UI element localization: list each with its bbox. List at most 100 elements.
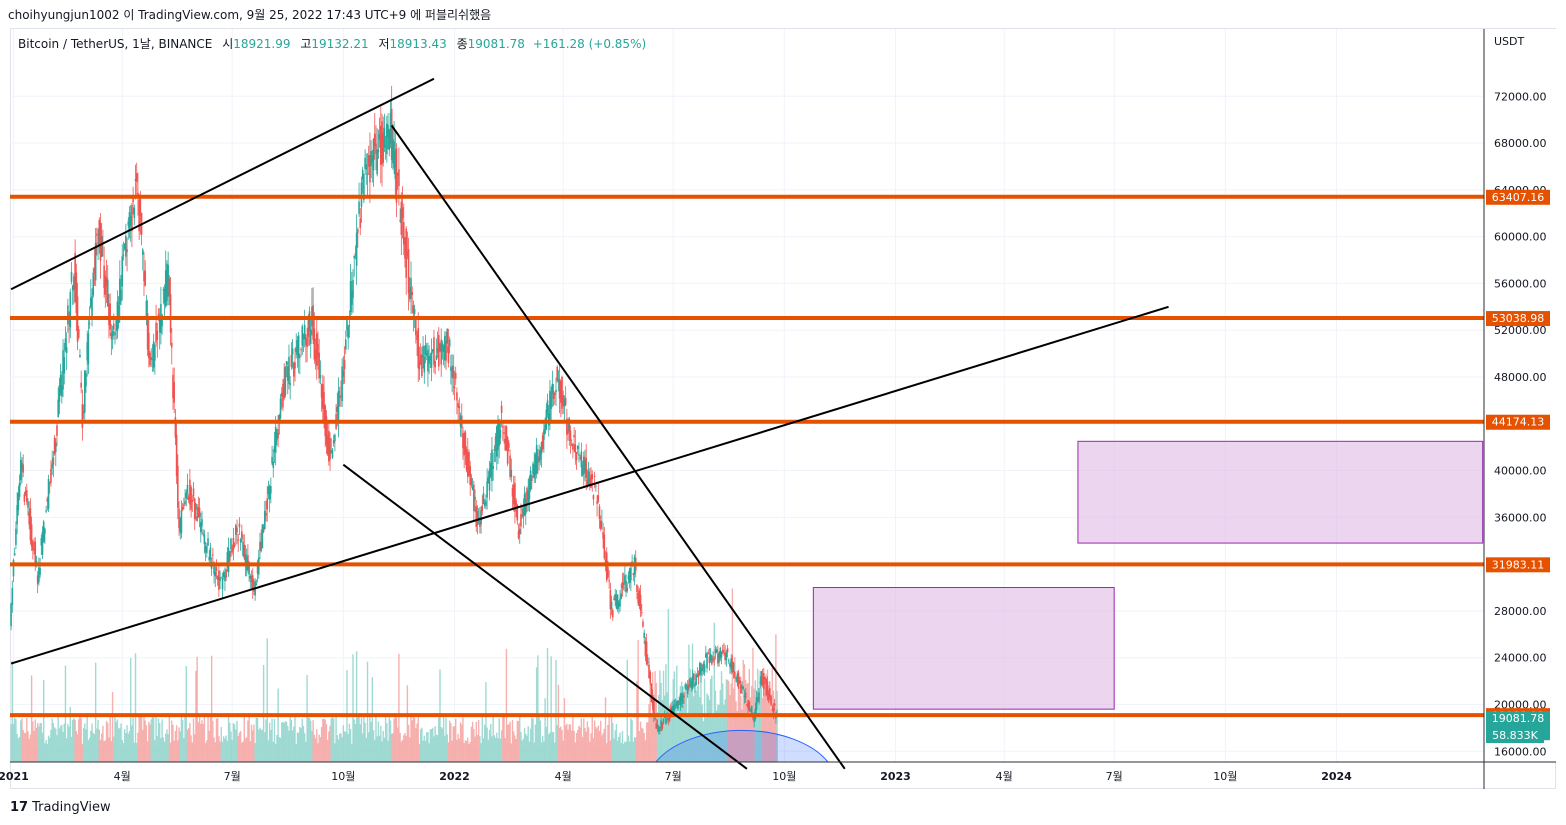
volume-bar [486,727,488,762]
time-tick-label: 2021 [0,770,29,783]
candle-body [454,372,457,379]
candle-body [187,496,190,500]
volume-bar [606,743,608,762]
candle-body [80,382,82,388]
trend-line[interactable] [10,77,435,291]
candle-body [497,422,499,451]
candle-body [721,650,724,653]
volume-badge-label: 58.833K [1492,729,1538,742]
candle-body [106,279,109,307]
volume-bar [311,730,313,762]
volume-bar [706,693,708,762]
volume-bar [279,737,282,762]
candle-body [297,335,300,359]
volume-bar [146,741,149,762]
volume-bar [111,692,114,762]
candle-body [154,346,156,361]
candle-body [207,538,209,546]
volume-bar [487,739,490,762]
volume-bar [510,743,512,762]
candle-body [576,445,579,450]
candle-body [127,221,130,226]
candle-body [279,398,282,419]
tradingview-footer[interactable]: 17 TradingView [10,800,111,815]
candle-body [364,157,366,169]
target-zone-box[interactable] [1077,440,1484,544]
candle-body [338,395,341,398]
candle-body [522,509,525,518]
candle-body [299,356,301,358]
candle-body [597,495,600,502]
volume-bar [705,717,707,762]
candle-body [759,681,761,683]
candle-body [655,722,658,729]
volume-bar [665,664,667,762]
level-price-badge-bg [1486,557,1550,573]
volume-bar [457,733,459,762]
target-zone-box[interactable] [812,587,1115,710]
candle-body [371,155,374,163]
volume-bar [325,724,328,762]
volume-bar [522,738,525,762]
candle-body [401,207,404,219]
candle-body [148,332,150,359]
volume-bar [496,732,498,762]
candle-body [52,457,55,465]
volume-bar [765,673,767,762]
candle-body [45,510,47,512]
volume-bar [444,735,446,762]
candle-body [697,673,700,677]
candle-body [740,684,742,694]
trend-line[interactable] [10,305,1169,665]
legend-close-label: 종 [456,37,468,51]
volume-bar [505,648,508,762]
volume-bar [481,717,483,762]
candle-body [265,512,267,516]
volume-bar [593,720,596,762]
volume-bar [131,725,133,762]
volume-bar [471,721,474,762]
volume-bar [236,720,238,762]
candle-body [661,722,664,729]
candle-body [534,454,537,475]
candle-body [657,727,660,732]
volume-bar [458,738,461,762]
volume-bar [479,735,481,762]
volume-bar [272,741,274,762]
volume-bar [255,717,258,762]
volume-bar [644,740,647,762]
time-tick-label: 10월 [772,770,796,783]
volume-bar [500,730,503,762]
volume-bar [52,723,55,762]
candle-body [585,457,587,479]
volume-bar [579,727,581,762]
candle-body [13,553,16,556]
volume-bar [186,729,189,762]
candle-body [270,486,272,494]
candle-body [157,313,160,317]
time-tick-label: 10월 [1213,770,1237,783]
candle-body [61,385,63,397]
candle-body [213,565,215,575]
candle-body [291,348,294,355]
volume-bar [156,735,158,762]
trend-line[interactable] [342,463,748,770]
volume-bar [299,726,301,762]
volume-bar [189,722,191,762]
volume-bar [277,688,279,762]
volume-bar [261,729,264,762]
candle-body [528,477,531,500]
volume-bar [80,718,82,762]
volume-bar [220,726,223,762]
candle-body [552,390,555,399]
candle-body [27,501,29,508]
candle-body [775,716,777,719]
volume-bar [490,723,492,762]
trend-line[interactable] [390,124,846,770]
candle-body [73,276,75,290]
candle-body [753,713,755,723]
volume-bar [589,741,591,762]
volume-bar [386,723,388,762]
volume-bar [291,730,294,762]
